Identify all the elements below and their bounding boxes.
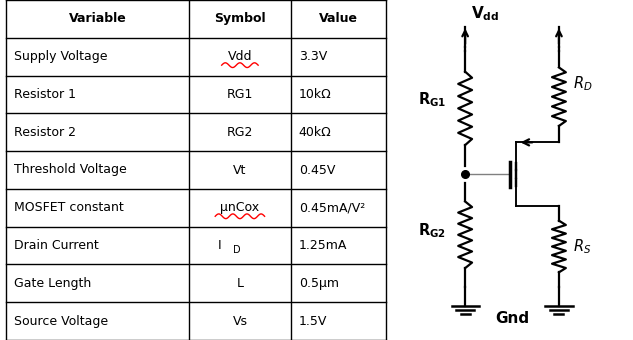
Text: Symbol: Symbol bbox=[214, 12, 266, 26]
Text: MOSFET constant: MOSFET constant bbox=[14, 201, 123, 214]
Text: Resistor 2: Resistor 2 bbox=[14, 126, 76, 139]
Text: 10kΩ: 10kΩ bbox=[299, 88, 332, 101]
Text: Drain Current: Drain Current bbox=[14, 239, 99, 252]
Text: L: L bbox=[236, 277, 244, 290]
Text: $R_D$: $R_D$ bbox=[572, 74, 592, 93]
Text: 3.3V: 3.3V bbox=[299, 50, 327, 63]
Text: 1.25mA: 1.25mA bbox=[299, 239, 347, 252]
Text: Threshold Voltage: Threshold Voltage bbox=[14, 164, 127, 176]
Text: RG1: RG1 bbox=[227, 88, 253, 101]
Text: I: I bbox=[218, 239, 221, 252]
Text: Vdd: Vdd bbox=[228, 50, 252, 63]
Text: 1.5V: 1.5V bbox=[299, 314, 327, 328]
Text: Gate Length: Gate Length bbox=[14, 277, 91, 290]
Text: Gnd: Gnd bbox=[495, 311, 529, 326]
Text: 40kΩ: 40kΩ bbox=[299, 126, 332, 139]
Text: $\mathbf{R_{G2}}$: $\mathbf{R_{G2}}$ bbox=[418, 221, 446, 240]
Text: RG2: RG2 bbox=[227, 126, 253, 139]
Text: Value: Value bbox=[319, 12, 358, 26]
Text: Source Voltage: Source Voltage bbox=[14, 314, 108, 328]
Text: Vs: Vs bbox=[232, 314, 248, 328]
Text: Vt: Vt bbox=[233, 164, 247, 176]
Text: $\mathbf{R_{G1}}$: $\mathbf{R_{G1}}$ bbox=[418, 90, 446, 109]
Text: 0.45V: 0.45V bbox=[299, 164, 335, 176]
Text: Supply Voltage: Supply Voltage bbox=[14, 50, 108, 63]
Text: $R_S$: $R_S$ bbox=[572, 237, 591, 256]
Text: D: D bbox=[233, 245, 241, 255]
Text: $\mathbf{V_{dd}}$: $\mathbf{V_{dd}}$ bbox=[472, 5, 499, 23]
Text: 0.5μm: 0.5μm bbox=[299, 277, 339, 290]
Text: μnCox: μnCox bbox=[220, 201, 260, 214]
Text: 0.45mA/V²: 0.45mA/V² bbox=[299, 201, 365, 214]
Text: Resistor 1: Resistor 1 bbox=[14, 88, 76, 101]
Text: Variable: Variable bbox=[68, 12, 127, 26]
